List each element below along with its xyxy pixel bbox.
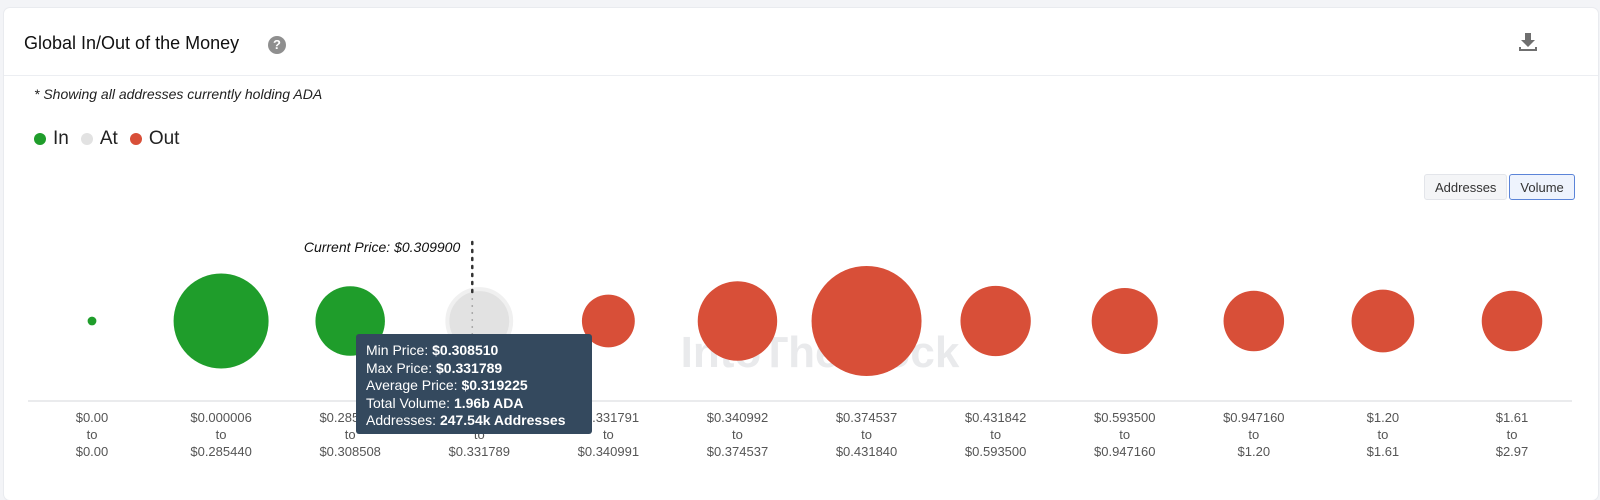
legend-swatch-out — [129, 133, 142, 145]
x-tick-label-11-2: to — [1377, 427, 1388, 442]
volume-toggle-button[interactable]: Volume — [1509, 174, 1575, 200]
x-tick-label-10-3: $1.20 — [1238, 444, 1271, 459]
tooltip: Min Price: $0.308510 Max Price: $0.33178… — [356, 334, 592, 434]
x-tick-label-4-3: $0.331789 — [449, 444, 510, 459]
x-tick-label-3-2: to — [345, 427, 356, 442]
card-header: Global In/Out of the Money ? — [4, 8, 1598, 76]
bubble-8[interactable] — [960, 285, 1031, 357]
bubble-7[interactable] — [811, 266, 922, 376]
x-tick-label-7-3: $0.431840 — [836, 444, 897, 459]
chart-card: Global In/Out of the Money ? — [4, 8, 1598, 500]
tooltip-addresses-row: Addresses: 247.54k Addresses — [366, 412, 566, 428]
bubble-6[interactable] — [697, 281, 778, 361]
x-tick-label-1-1: $0.00 — [76, 410, 109, 425]
x-tick-label-12-1: $1.61 — [1496, 410, 1529, 425]
x-tick-label-9-2: to — [1119, 427, 1130, 442]
tooltip-avg-row: Average Price: $0.319225 — [366, 377, 528, 393]
metric-toggle: Addresses Volume — [1422, 174, 1575, 200]
legend-item-at[interactable]: At — [80, 128, 118, 150]
legend-label-in: In — [53, 128, 69, 149]
x-tick-label-6-2: to — [732, 427, 743, 442]
legend-label-out: Out — [148, 128, 180, 149]
x-tick-label-12-2: to — [1507, 427, 1518, 442]
current-price-label: Current Price: $0.309900 — [304, 239, 461, 255]
legend: In At Out — [34, 128, 191, 150]
bubble-10[interactable] — [1223, 290, 1285, 352]
legend-item-out[interactable]: Out — [129, 128, 180, 150]
x-tick-label-12-3: $2.97 — [1496, 444, 1529, 459]
x-tick-label-9-1: $0.593500 — [1094, 410, 1155, 425]
x-tick-label-2-3: $0.285440 — [190, 444, 251, 459]
x-tick-label-5-2: to — [603, 427, 614, 442]
x-tick-label-6-1: $0.340992 — [707, 410, 768, 425]
x-tick-label-8-3: $0.593500 — [965, 444, 1026, 459]
x-tick-label-9-3: $0.947160 — [1094, 444, 1155, 459]
x-tick-label-8-1: $0.431842 — [965, 410, 1026, 425]
x-tick-label-7-2: to — [861, 427, 872, 442]
bubble-1[interactable] — [87, 316, 97, 326]
page-title: Global In/Out of the Money — [24, 33, 240, 53]
bubble-11[interactable] — [1351, 289, 1415, 353]
x-tick-label-1-3: $0.00 — [76, 444, 109, 459]
x-tick-label-4-2: to — [474, 427, 485, 442]
x-tick-label-10-2: to — [1248, 427, 1259, 442]
x-tick-label-5-3: $0.340991 — [578, 444, 639, 459]
tooltip-min-row: Min Price: $0.308510 — [366, 342, 499, 358]
x-tick-label-10-1: $0.947160 — [1223, 410, 1284, 425]
bubble-12[interactable] — [1481, 290, 1543, 352]
x-tick-label-1-2: to — [87, 427, 98, 442]
x-tick-label-6-3: $0.374537 — [707, 444, 768, 459]
x-tick-label-2-2: to — [216, 427, 227, 442]
download-icon[interactable] — [1516, 30, 1540, 54]
x-tick-label-2-1: $0.000006 — [190, 410, 251, 425]
legend-swatch-in — [34, 133, 46, 145]
x-tick-label-8-2: to — [990, 427, 1001, 442]
tooltip-max-row: Max Price: $0.331789 — [366, 359, 503, 376]
legend-label-at: At — [99, 128, 118, 149]
question-circle-icon[interactable]: ? — [268, 36, 286, 54]
holding-note: * Showing all addresses currently holdin… — [34, 86, 323, 102]
legend-item-in[interactable]: In — [34, 128, 69, 150]
tooltip-volume-row: Total Volume: 1.96b ADA — [366, 394, 524, 411]
bubble-2[interactable] — [173, 273, 269, 369]
bubble-9[interactable] — [1091, 287, 1158, 355]
x-tick-label-11-3: $1.61 — [1367, 444, 1400, 459]
legend-swatch-at — [80, 133, 93, 145]
x-tick-label-11-1: $1.20 — [1367, 410, 1400, 425]
x-tick-label-3-3: $0.308508 — [319, 444, 380, 459]
bubble-5[interactable] — [581, 294, 635, 348]
addresses-toggle-button[interactable]: Addresses — [1424, 174, 1508, 200]
x-tick-label-7-1: $0.374537 — [836, 410, 897, 425]
x-tick-label-5-1: $0.331791 — [578, 410, 639, 425]
